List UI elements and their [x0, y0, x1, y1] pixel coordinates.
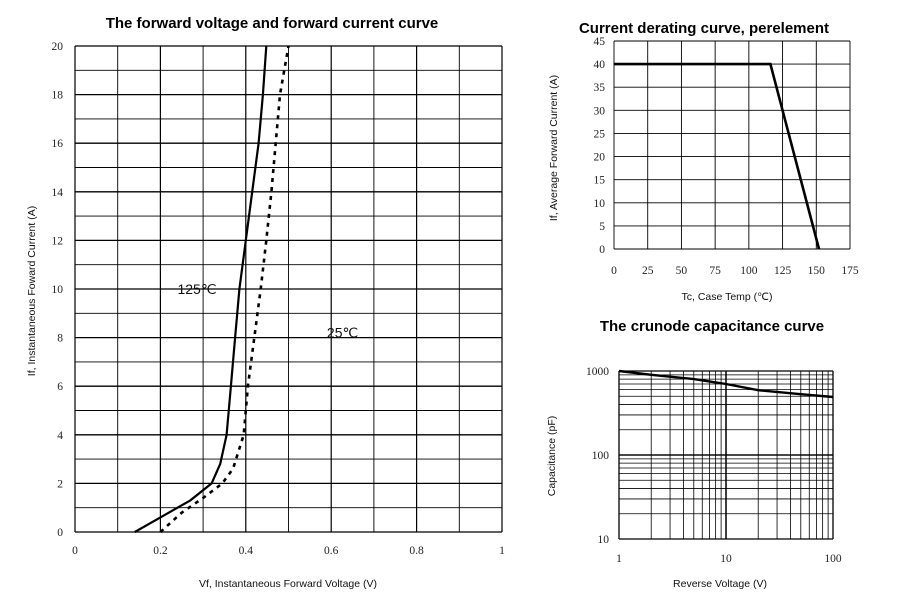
y-tick-label: 25: [594, 128, 606, 140]
y-tick-label: 14: [52, 187, 64, 199]
y-tick-label: 10: [594, 198, 606, 210]
y-tick-label: 0: [599, 244, 605, 256]
series-line-125c: [134, 45, 268, 533]
x-tick-label: 125: [774, 265, 792, 277]
x-tick-label: 0.2: [153, 545, 168, 557]
x-tick-label: 10: [720, 553, 732, 565]
x-tick-label: 50: [676, 265, 688, 277]
derating-ylabel: If, Average Forward Current (A): [548, 75, 560, 221]
y-tick-label: 8: [57, 333, 63, 345]
capacitance-grid: [618, 370, 834, 540]
y-tick-label: 45: [594, 36, 606, 48]
y-tick-label: 10: [52, 284, 64, 296]
series-line-25c: [159, 45, 290, 533]
x-tick-label: 100: [740, 265, 758, 277]
forward-vi-chart: The forward voltage and forward current …: [26, 15, 505, 590]
y-tick-label: 12: [52, 235, 64, 247]
y-tick-label: 2: [57, 478, 63, 490]
y-tick-label: 16: [52, 138, 64, 150]
forward-vi-title: The forward voltage and forward current …: [106, 15, 439, 32]
series-line-capacitance: [618, 369, 834, 399]
y-tick-label: 100: [592, 450, 610, 462]
x-tick-label: 75: [709, 265, 721, 277]
derating-title: Current derating curve, perelement: [579, 20, 829, 37]
capacitance-ylabel: Capacitance (pF): [546, 416, 558, 497]
x-tick-label: 1: [499, 545, 505, 557]
forward-vi-series: [134, 45, 290, 533]
x-tick-label: 100: [824, 553, 842, 565]
forward-vi-grid: [74, 45, 503, 533]
y-tick-label: 1000: [586, 366, 609, 378]
capacitance-xlabel: Reverse Voltage (V): [673, 578, 767, 590]
capacitance-ticks: 10 100 1000 1 10 100: [586, 366, 842, 565]
capacitance-title: The crunode capacitance curve: [600, 318, 824, 335]
forward-vi-ticks: 0 2 4 6 8 10 12 14 16 18 20 0 0.2 0.4 0.6 0.8 1: [52, 41, 506, 557]
y-tick-label: 30: [594, 105, 606, 117]
x-tick-label: 0: [611, 265, 617, 277]
derating-ticks: 0 5 10 15 20 25 30 35 40 45 0 25 50 75 100 125 150 175: [594, 36, 859, 277]
y-tick-label: 15: [594, 175, 606, 187]
derating-series: [614, 62, 821, 250]
series-line-derating: [614, 62, 821, 250]
derating-grid: [613, 40, 851, 250]
forward-vi-ylabel: If, Instantaneous Foward Current (A): [26, 206, 38, 376]
annotation-25c: 25℃: [327, 325, 358, 341]
y-tick-label: 10: [598, 534, 610, 546]
forward-vi-xlabel: Vf, Instantaneous Forward Voltage (V): [199, 578, 377, 590]
derating-chart: Current derating curve, perelement 0 5 10 1…: [548, 20, 859, 303]
x-tick-label: 1: [616, 553, 622, 565]
x-tick-label: 150: [808, 265, 826, 277]
capacitance-chart: The crunode capacitance curve 1010010001…: [546, 318, 842, 590]
y-tick-label: 5: [599, 221, 605, 233]
y-tick-label: 20: [594, 152, 606, 164]
y-tick-label: 18: [52, 90, 64, 102]
y-tick-label: 4: [57, 430, 63, 442]
x-tick-label: 0: [72, 545, 78, 557]
annotation-125c: 125℃: [177, 281, 216, 297]
y-tick-label: 35: [594, 82, 606, 94]
y-tick-label: 0: [57, 527, 63, 539]
y-tick-label: 6: [57, 381, 63, 393]
x-tick-label: 0.8: [409, 545, 424, 557]
y-tick-label: 20: [52, 41, 64, 53]
capacitance-series: [618, 369, 834, 399]
derating-xlabel: Tc, Case Temp (℃): [682, 291, 773, 303]
x-tick-label: 25: [642, 265, 654, 277]
x-tick-label: 0.6: [324, 545, 339, 557]
x-tick-label: 175: [841, 265, 859, 277]
x-tick-label: 0.4: [239, 545, 254, 557]
y-tick-label: 40: [594, 59, 606, 71]
